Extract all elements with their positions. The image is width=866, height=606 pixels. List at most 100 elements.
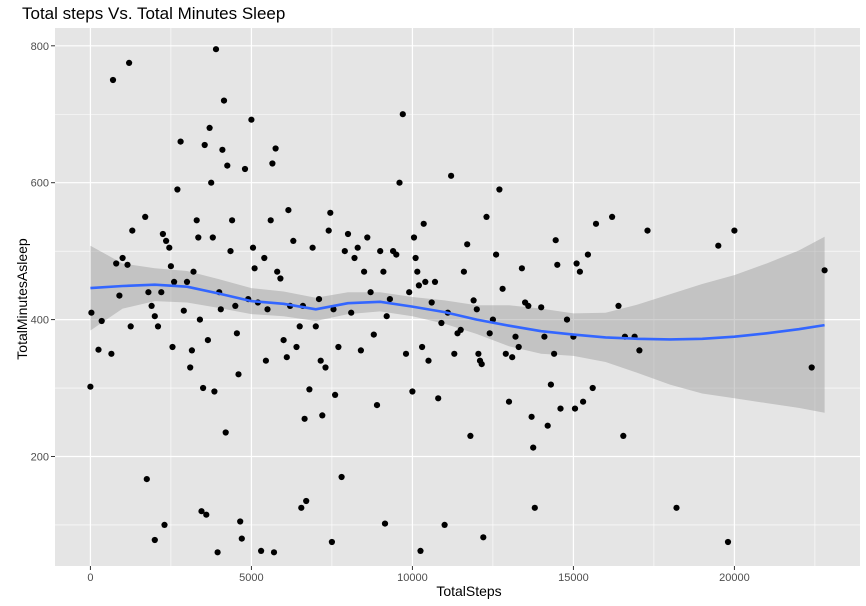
data-point: [113, 260, 120, 267]
x-tick-label: 15000: [558, 572, 589, 584]
data-point: [330, 306, 337, 313]
data-point: [251, 265, 258, 272]
data-point: [335, 343, 342, 351]
data-point: [95, 346, 102, 353]
data-point: [357, 347, 364, 354]
data-point: [428, 299, 435, 306]
data-point: [399, 111, 406, 118]
data-point: [296, 323, 303, 330]
grid-lines: [55, 28, 860, 566]
data-point: [580, 398, 587, 405]
data-point: [151, 536, 158, 544]
data-point: [87, 383, 94, 390]
y-tick-label: 200: [31, 451, 49, 463]
y-tick-label: 800: [31, 41, 49, 53]
data-point: [373, 402, 381, 409]
x-tick-label: 10000: [397, 572, 428, 584]
data-point: [328, 538, 335, 546]
data-point: [267, 217, 274, 224]
data-point: [381, 520, 389, 527]
data-point: [232, 302, 239, 309]
data-point: [341, 248, 348, 255]
data-point: [409, 388, 416, 395]
data-point: [573, 260, 580, 267]
data-point: [206, 124, 213, 131]
data-point: [237, 518, 244, 525]
data-point: [412, 254, 419, 262]
data-point: [528, 413, 535, 420]
data-point: [222, 429, 229, 436]
data-point: [541, 333, 548, 340]
data-point: [217, 306, 224, 313]
data-point: [431, 278, 439, 285]
data-point: [277, 275, 284, 282]
data-point: [161, 521, 168, 529]
data-point: [209, 234, 216, 241]
data-point: [715, 242, 722, 249]
data-point: [188, 347, 195, 354]
data-point: [208, 179, 215, 186]
data-point: [220, 97, 228, 104]
data-point: [177, 138, 184, 145]
data-point: [386, 296, 393, 303]
data-point: [108, 350, 115, 357]
data-point: [493, 251, 500, 258]
data-point: [361, 268, 368, 275]
data-point: [235, 371, 242, 378]
data-point: [274, 268, 281, 275]
data-point: [200, 384, 207, 392]
data-point: [380, 268, 387, 275]
data-point: [552, 237, 559, 244]
data-point: [204, 337, 211, 344]
data-point: [309, 244, 316, 251]
data-point: [425, 357, 432, 364]
data-point: [261, 254, 268, 262]
data-point: [293, 343, 300, 351]
y-tick-label: 400: [31, 315, 49, 327]
data-point: [609, 213, 616, 220]
data-point: [258, 547, 265, 555]
data-point: [486, 330, 493, 337]
data-point: [460, 268, 467, 275]
data-point: [383, 313, 390, 320]
points-layer: [87, 46, 828, 556]
data-point: [496, 186, 503, 193]
data-point: [249, 244, 257, 251]
data-point: [470, 297, 477, 304]
data-point: [396, 179, 403, 186]
data-point: [344, 230, 352, 238]
data-point: [272, 145, 279, 152]
data-point: [538, 304, 545, 311]
data-point: [143, 476, 150, 483]
data-point: [415, 282, 422, 289]
data-point: [530, 444, 537, 451]
data-point: [219, 146, 226, 153]
data-point: [127, 323, 134, 330]
x-tick-label: 5000: [239, 572, 263, 584]
data-point: [126, 59, 133, 66]
data-point: [159, 230, 166, 238]
data-point: [151, 313, 158, 320]
data-point: [229, 217, 236, 224]
data-point: [327, 209, 334, 216]
data-point: [808, 364, 815, 371]
data-point: [167, 263, 174, 270]
data-point: [238, 535, 245, 542]
data-point: [367, 289, 374, 296]
data-point: [227, 248, 234, 255]
data-point: [554, 261, 561, 268]
data-point: [298, 504, 305, 511]
data-point: [166, 244, 173, 251]
data-point: [233, 330, 240, 337]
data-point: [285, 207, 292, 214]
data-point: [483, 213, 490, 220]
data-point: [280, 337, 287, 344]
data-point: [438, 319, 445, 327]
smooth-line-layer: [90, 283, 825, 341]
data-point: [270, 549, 278, 556]
data-point: [364, 234, 371, 241]
data-point: [393, 251, 400, 258]
data-point: [525, 302, 532, 309]
data-point: [557, 405, 564, 412]
data-point: [464, 241, 471, 248]
